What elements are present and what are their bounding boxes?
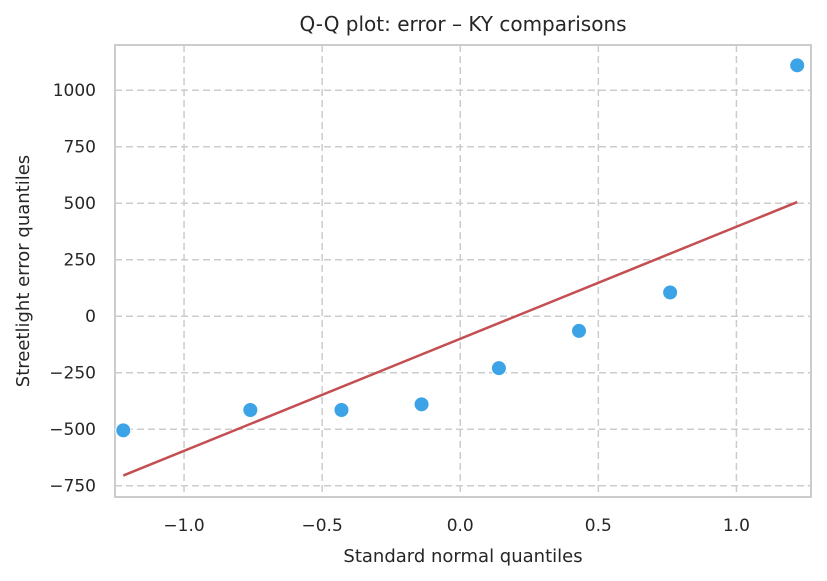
data-point [333, 401, 350, 418]
y-tick-label: −750 [49, 477, 96, 497]
x-tick-label: −1.0 [163, 516, 204, 536]
data-point [789, 57, 806, 74]
fit-line-group [122, 200, 798, 477]
data-point [490, 360, 507, 377]
y-tick-label: −500 [49, 420, 96, 440]
y-tick-label: 750 [64, 138, 96, 158]
x-tick-label: 0.0 [447, 516, 474, 536]
y-tick-label: 1000 [53, 81, 96, 101]
y-axis-ticks: −750 −500 −250 0 250 500 750 1000 [49, 81, 96, 497]
y-tick-label: −250 [49, 364, 96, 384]
data-point [571, 322, 587, 339]
y-tick-label: 250 [64, 251, 96, 271]
x-axis-title: Standard normal quantiles [343, 546, 582, 567]
data-point [115, 422, 132, 439]
data-point [242, 401, 259, 418]
data-point [662, 284, 679, 301]
x-tick-label: −0.5 [302, 516, 343, 536]
data-point [413, 396, 430, 413]
x-tick-label: 0.5 [585, 516, 612, 536]
y-axis-title: Streetlight error quantiles [13, 155, 34, 387]
fit-line [122, 200, 798, 477]
x-axis-ticks: −1.0 −0.5 0.0 0.5 1.0 [163, 516, 750, 536]
grid [115, 45, 811, 497]
x-tick-label: 1.0 [723, 516, 750, 536]
chart-title: Q-Q plot: error – KY comparisons [299, 12, 626, 36]
y-tick-label: 0 [85, 307, 96, 327]
plot-frame [114, 44, 812, 498]
y-tick-label: 500 [64, 194, 96, 214]
data-points [115, 57, 806, 439]
